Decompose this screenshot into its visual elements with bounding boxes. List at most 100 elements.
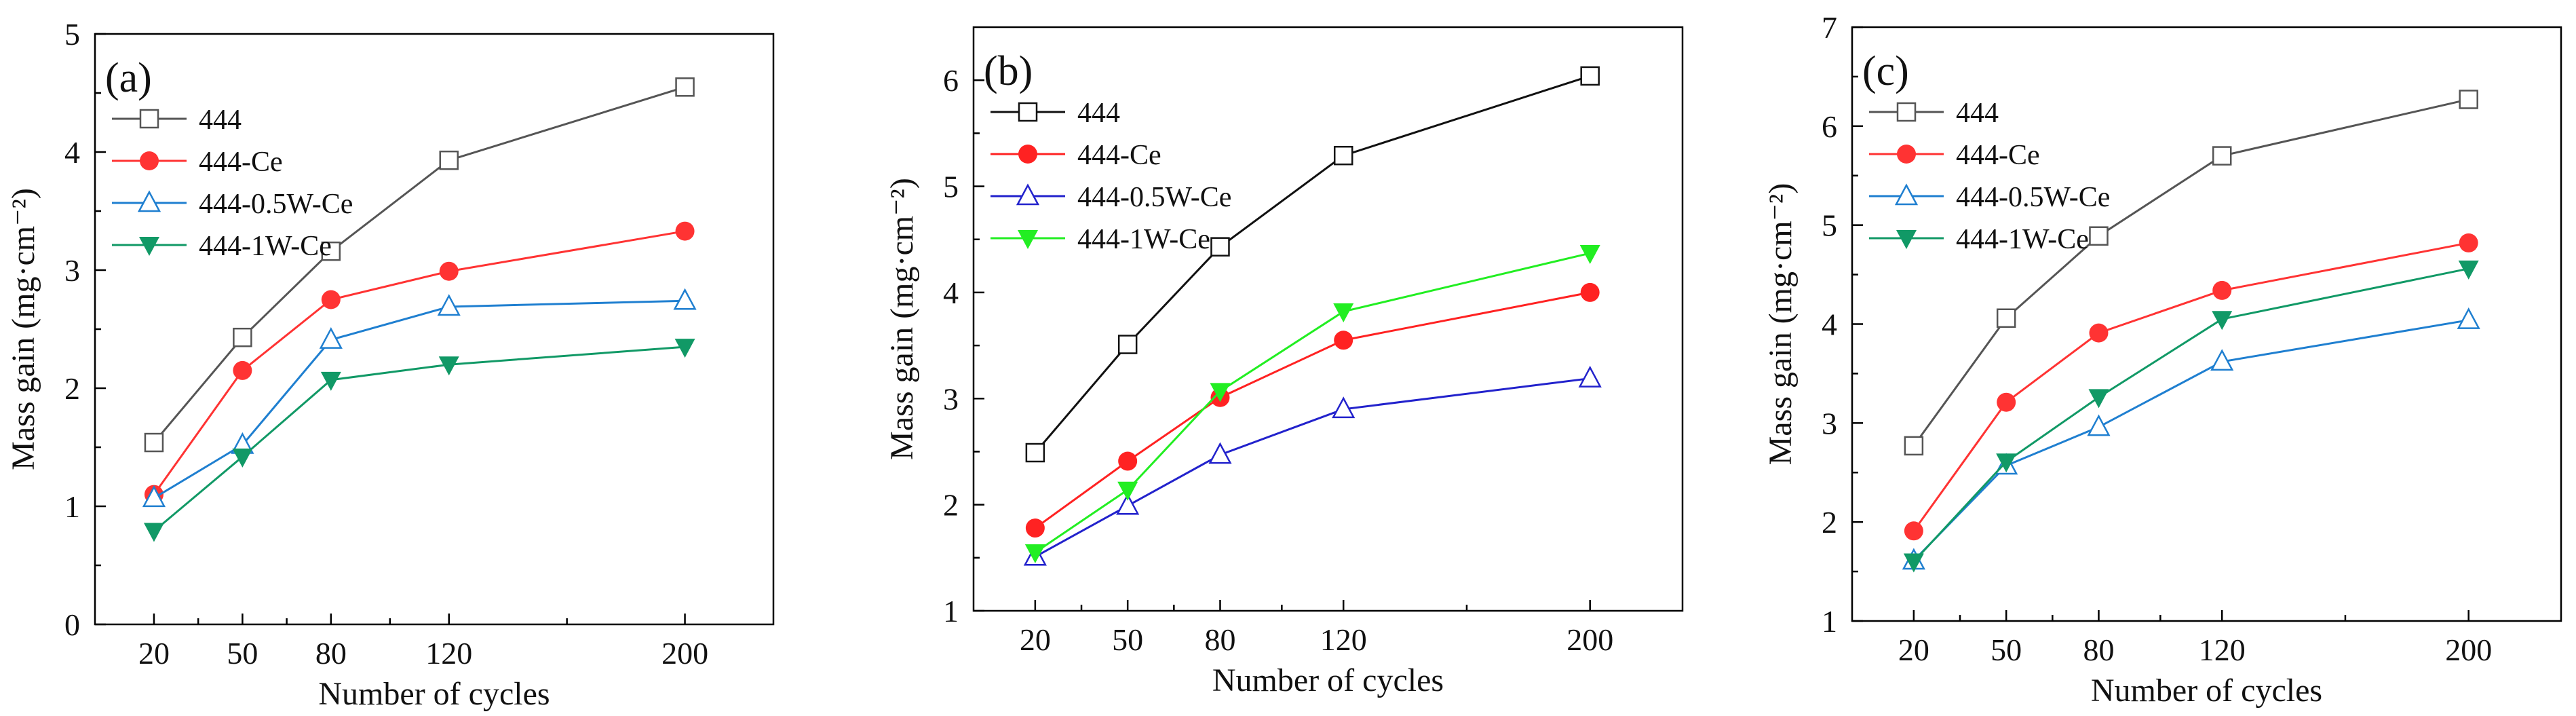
data-point [1117,481,1138,501]
data-point [1997,392,2016,412]
x-tick-label: 20 [1020,622,1051,657]
x-tick-label: 20 [1898,633,1929,667]
panel-b: 20 50 80 120 200 1 2 3 4 5 6 Number of cycles Mass g… [884,26,1684,698]
legend-label: 444-0.5W-Ce [1077,182,1231,213]
y-tick-label: 4 [64,135,80,170]
data-point [1996,453,2017,473]
legend-marker [137,190,161,212]
legend-marker [1897,145,1916,164]
series-444-1w-ce [143,339,695,542]
data-point [321,241,341,261]
data-point [142,485,166,508]
data-point [1025,442,1045,463]
data-point [675,77,695,97]
series-line [153,86,686,444]
data-point [233,360,252,380]
y-tick-label: 2 [943,488,959,523]
series-444-ce [144,221,695,504]
legend-label: 444-Ce [199,147,283,178]
series-444-ce [1904,233,2478,541]
y-tick-label: 0 [64,607,80,642]
series-444-0-5w-ce [142,288,697,508]
data-point [1903,553,1924,573]
series-444-ce [1025,282,1600,538]
data-point [1334,331,1353,350]
data-point [439,150,459,170]
series-444 [1025,66,1600,463]
data-point [2458,260,2479,280]
y-tick-label: 1 [64,489,80,524]
y-tick-label: 2 [64,371,80,406]
data-point [1210,383,1231,402]
series-444 [144,77,695,453]
legend-marker [1018,145,1037,164]
series-444-1w-ce [1903,260,2479,573]
legend: 444 444-Ce 444-0.5W-Ce 444-1W-Ce [112,105,353,262]
y-tick-label: 7 [1822,10,1837,45]
data-point [2212,146,2232,166]
data-point [1996,308,2016,328]
data-point [1580,66,1600,86]
data-point [320,371,341,391]
data-point [1025,519,1045,538]
data-point [2088,389,2109,409]
legend-label: 444 [1956,98,1999,129]
data-point [144,432,164,453]
y-tick-label: 5 [64,17,80,52]
y-tick-label: 5 [1822,208,1837,243]
legend-label: 444-1W-Ce [199,231,332,262]
series-444-1w-ce [1024,245,1600,563]
data-point [321,290,341,309]
series-line [1034,291,1590,529]
y-tick-label: 3 [1822,406,1837,440]
series-444-0-5w-ce [1902,307,2480,570]
x-tick-label: 50 [227,636,258,671]
data-point [2212,311,2233,331]
data-point [438,356,459,376]
data-point [1118,451,1138,471]
legend-label: 444-1W-Ce [1956,224,2089,255]
x-tick-label: 120 [1320,622,1367,657]
data-point [437,294,461,316]
data-point [1904,521,1923,541]
data-point [2210,349,2234,371]
data-point [1117,335,1138,354]
x-axis-label: Number of cycles [1212,662,1444,698]
data-point [2459,233,2478,252]
legend-label: 444 [199,105,242,136]
y-tick-label: 1 [943,594,959,628]
data-point [1208,442,1232,464]
legend-label: 444-Ce [1956,140,2040,171]
y-axis-label: Mass gain (mg·cm⁻²) [5,188,41,470]
legend-marker [1896,102,1917,122]
series-444-0-5w-ce [1023,365,1602,566]
y-axis-label: Mass gain (mg·cm⁻²) [1763,183,1799,466]
x-axis-label: Number of cycles [318,676,550,712]
x-tick-label: 200 [2445,633,2492,667]
x-tick-label: 80 [315,636,347,671]
panel-a: 20 50 80 120 200 0 1 2 3 4 5 Number of cycles Mass g… [5,17,775,712]
data-point [1210,237,1230,257]
legend-label: 444-Ce [1077,140,1161,171]
series-line [1912,319,2469,562]
legend-marker [140,151,159,170]
legend-marker [1896,230,1917,249]
legend: 444 444-Ce 444-0.5W-Ce 444-1W-Ce [1869,98,2110,255]
legend-label: 444-0.5W-Ce [1956,182,2110,213]
panel-label: (c) [1862,48,1909,94]
x-axis-label: Number of cycles [2091,673,2322,709]
data-point [1024,544,1045,563]
y-axis-label: Mass gain (mg·cm⁻²) [884,178,920,460]
series-444 [1904,90,2478,456]
data-point [2457,307,2480,329]
y-tick-label: 4 [1822,307,1837,342]
data-point [2212,280,2232,300]
plot-frame [94,33,775,626]
x-tick-label: 50 [1991,633,2022,667]
y-tick-label: 3 [64,253,80,288]
legend-label: 444-1W-Ce [1077,224,1210,255]
data-point [1332,396,1356,419]
x-tick-label: 200 [1566,622,1613,657]
y-tick-label: 5 [943,170,959,204]
data-point [319,327,343,349]
